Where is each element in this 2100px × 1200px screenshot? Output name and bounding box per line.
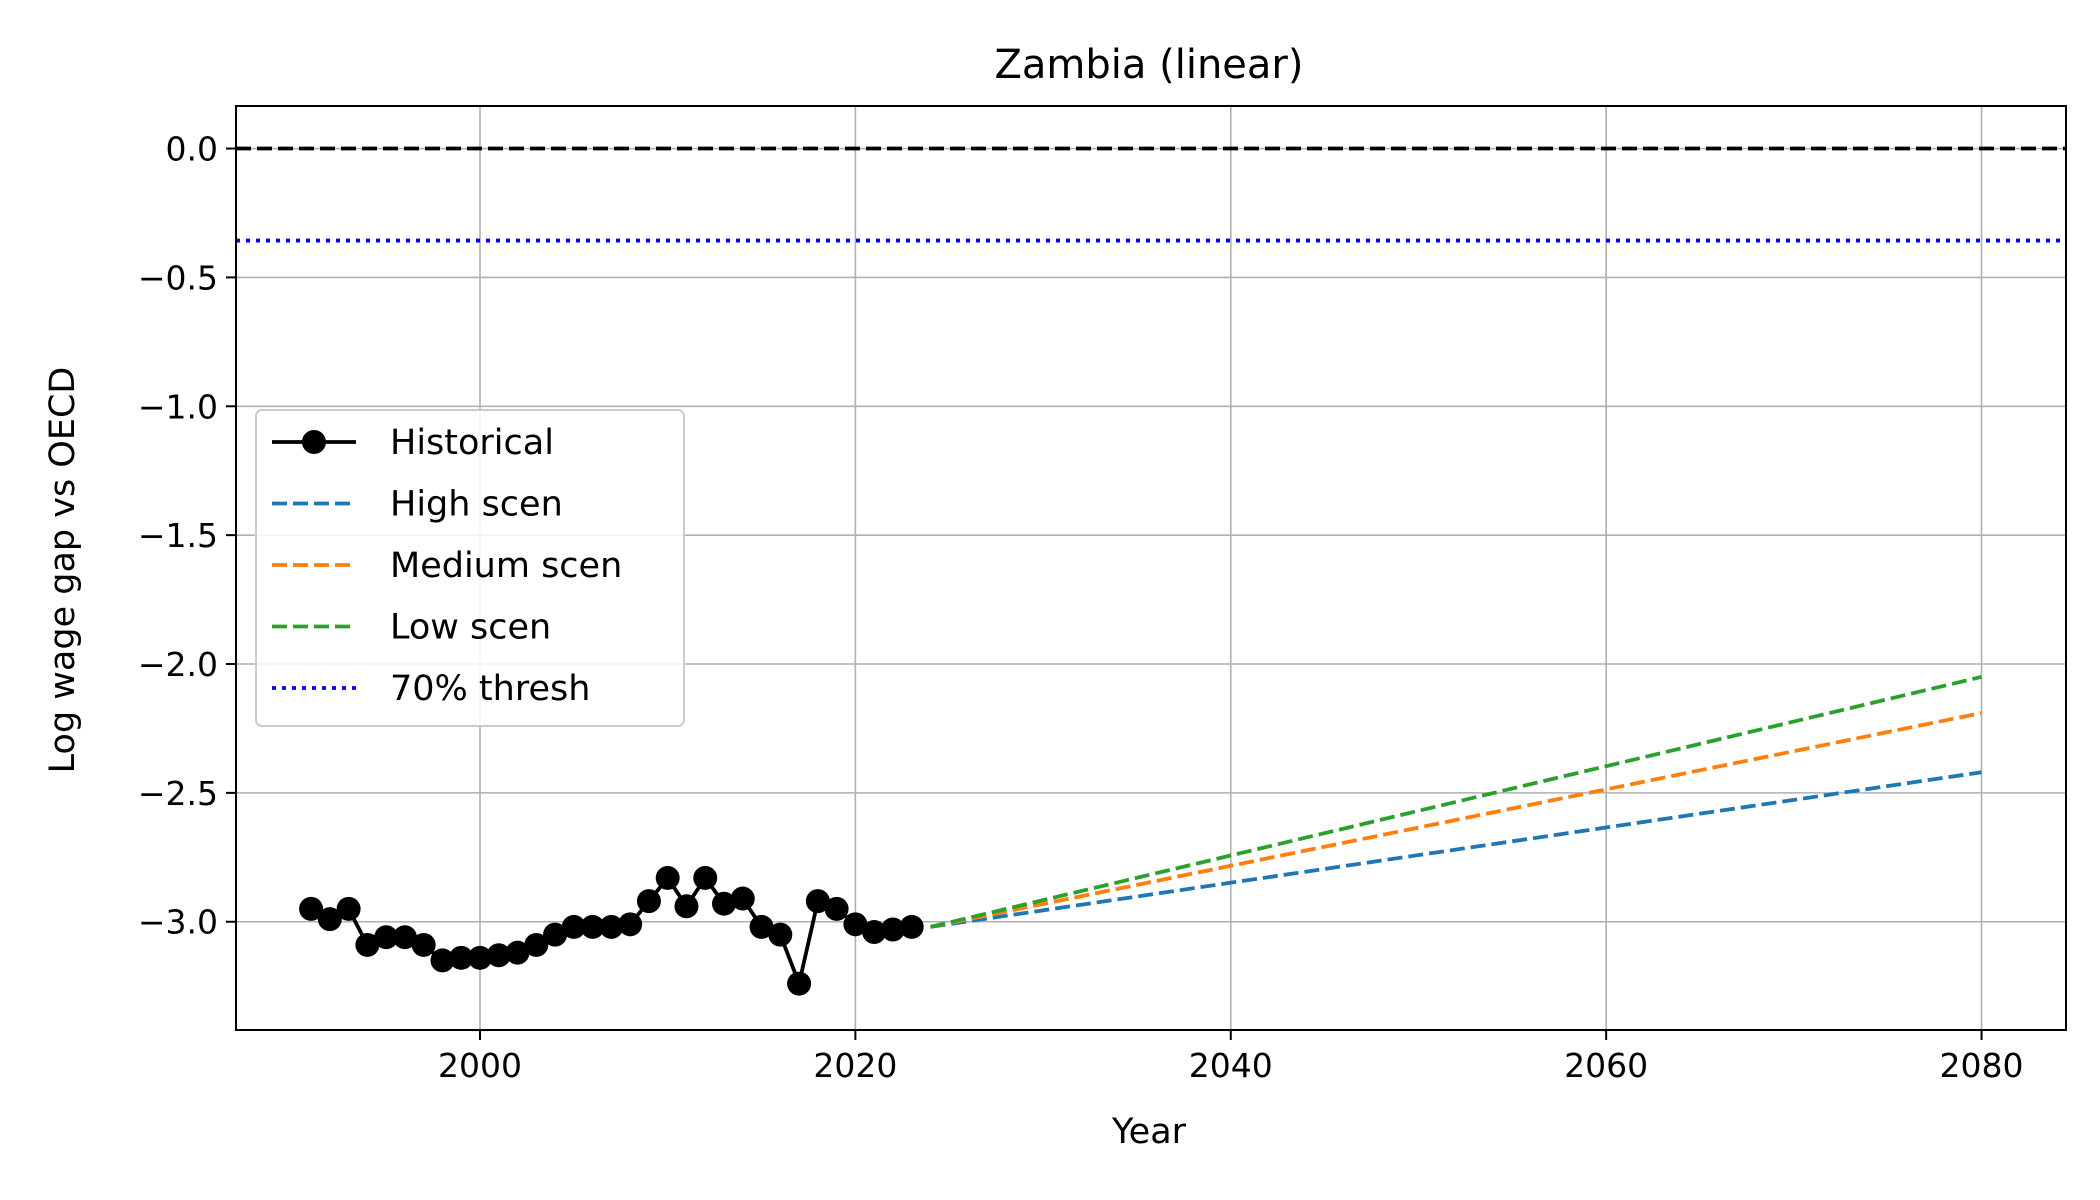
series-high-scen	[930, 770, 1982, 929]
data-point	[880, 917, 905, 942]
data-point	[317, 907, 342, 932]
data-point	[336, 896, 361, 921]
y-tick-label: −1.5	[138, 516, 218, 555]
data-point	[862, 920, 887, 945]
data-point	[561, 914, 586, 939]
y-axis-label: Log wage gap vs OECD	[43, 367, 83, 774]
x-tick-label: 2040	[1189, 1046, 1273, 1085]
data-point	[468, 945, 492, 970]
data-point	[299, 896, 324, 921]
y-tick-label: 0.0	[166, 130, 218, 169]
y-tick-label: −2.0	[138, 645, 218, 684]
series-layer	[236, 238, 2066, 996]
x-tick-label: 2080	[1940, 1046, 2024, 1085]
data-point	[843, 912, 868, 937]
data-point	[355, 932, 380, 957]
data-point	[392, 925, 417, 950]
legend-item: Low scen	[272, 608, 551, 648]
y-tick-label: −1.0	[138, 387, 218, 426]
series-low-scen	[930, 675, 1982, 929]
legend-label: High scen	[390, 485, 563, 525]
legend: Historical High scen Medium scen Low scen 70…	[255, 409, 685, 727]
x-tick-label: 2000	[438, 1046, 522, 1085]
legend-item: 70% thresh	[272, 669, 590, 709]
y-tick-label: −2.5	[138, 774, 218, 813]
legend-item: Medium scen	[272, 546, 622, 586]
series-medium-scen	[930, 711, 1982, 929]
data-point	[749, 914, 774, 939]
data-point	[899, 914, 924, 939]
x-tick-label: 2020	[813, 1046, 897, 1085]
plot-area	[235, 105, 2067, 1031]
legend-label: Historical	[390, 423, 554, 463]
data-point	[674, 894, 699, 919]
data-point	[618, 912, 643, 937]
data-point	[505, 940, 530, 965]
series-line	[930, 675, 1982, 929]
data-point	[730, 886, 755, 911]
data-point	[824, 896, 849, 921]
legend-label: Medium scen	[390, 546, 622, 586]
data-point	[543, 922, 568, 947]
series-line	[930, 770, 1982, 929]
legend-label: 70% thresh	[390, 669, 590, 709]
data-point	[524, 932, 549, 957]
y-tick-label: −3.0	[138, 903, 218, 942]
legend-label: Low scen	[390, 608, 551, 648]
x-axis: 2000 2020 2040 2060 2080	[438, 1030, 2024, 1085]
legend-box	[255, 409, 685, 727]
data-point	[580, 914, 605, 939]
y-axis: 0.0 −0.5 −1.0 −1.5 −2.0 −2.5 −3.0	[138, 130, 236, 942]
series-line	[930, 711, 1982, 929]
data-point	[787, 971, 812, 996]
legend-marker	[302, 430, 326, 454]
data-point	[805, 889, 830, 914]
data-point	[449, 945, 474, 970]
data-point	[693, 865, 718, 890]
data-point	[655, 865, 680, 890]
chart-title: Zambia (linear)	[995, 42, 1304, 88]
x-axis-label: Year	[1111, 1112, 1187, 1152]
data-point	[636, 889, 661, 914]
legend-item: Historical	[272, 423, 554, 463]
x-tick-label: 2060	[1564, 1046, 1648, 1085]
legend-item: High scen	[272, 485, 563, 525]
data-point	[430, 948, 455, 973]
data-point	[411, 932, 436, 957]
data-point	[486, 943, 511, 968]
data-point	[712, 891, 736, 916]
data-point	[374, 925, 399, 950]
y-tick-label: −0.5	[138, 258, 218, 297]
data-point	[599, 914, 624, 939]
data-point	[768, 922, 793, 947]
series-historical	[299, 865, 924, 996]
